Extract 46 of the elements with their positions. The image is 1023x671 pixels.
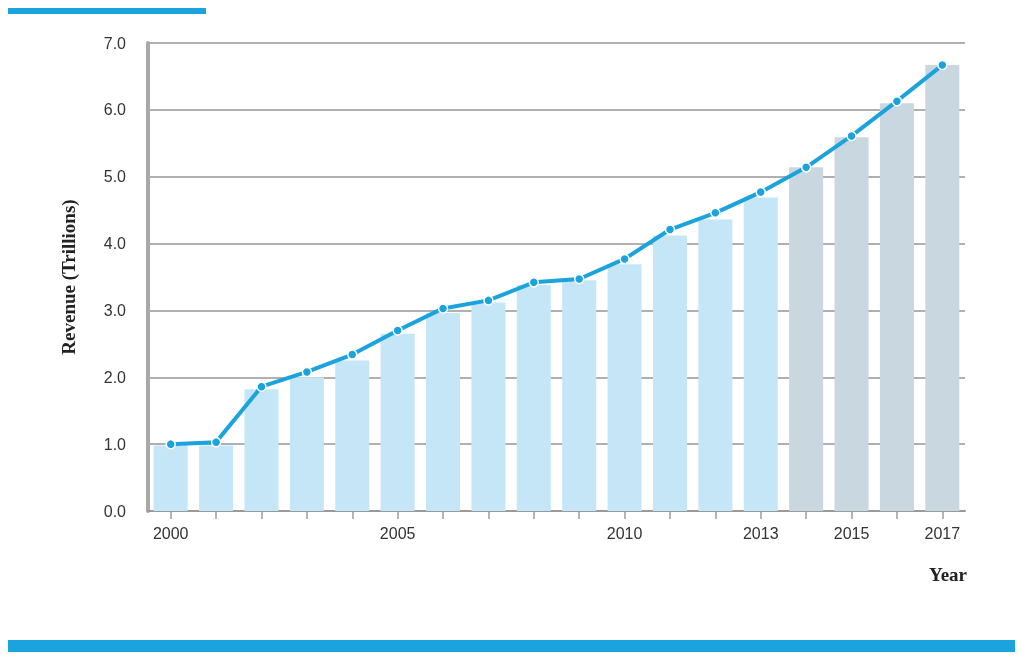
point bbox=[528, 277, 540, 288]
bar bbox=[153, 445, 188, 511]
point bbox=[392, 325, 403, 336]
x-axis-title: Year bbox=[929, 564, 968, 585]
point bbox=[664, 224, 676, 235]
point bbox=[891, 95, 903, 107]
point bbox=[437, 303, 449, 314]
bar bbox=[562, 280, 597, 511]
bar bbox=[516, 285, 551, 511]
point bbox=[846, 130, 857, 142]
point bbox=[800, 162, 812, 173]
bar bbox=[471, 302, 506, 511]
x-tick-label: 2005 bbox=[379, 524, 416, 542]
point bbox=[483, 295, 494, 306]
y-tick-label: 7.0 bbox=[103, 34, 127, 52]
point bbox=[210, 436, 222, 448]
y-tick-label: 6.0 bbox=[103, 101, 127, 119]
bar bbox=[289, 377, 324, 511]
point bbox=[347, 349, 358, 360]
x-tick-label: 2015 bbox=[833, 524, 870, 542]
y-tick-label: 0.0 bbox=[103, 502, 127, 520]
x-tick-label: 2017 bbox=[924, 524, 961, 542]
x-tick-label: 2013 bbox=[742, 524, 779, 542]
bar bbox=[607, 264, 642, 511]
y-tick-label: 2.0 bbox=[103, 368, 127, 386]
y-tick-label: 4.0 bbox=[103, 235, 127, 253]
bar bbox=[380, 333, 415, 511]
point bbox=[619, 253, 630, 265]
bar bbox=[652, 235, 687, 511]
bar bbox=[834, 137, 869, 511]
y-tick-label: 5.0 bbox=[103, 168, 127, 186]
bar bbox=[199, 445, 234, 511]
bar bbox=[335, 360, 370, 511]
x-tick-label: 2000 bbox=[152, 524, 189, 542]
bar bbox=[743, 197, 778, 511]
y-axis-title: Revenue (Trillions) bbox=[58, 199, 80, 355]
bar bbox=[426, 313, 461, 511]
x-tick-label: 2010 bbox=[606, 524, 643, 542]
bar bbox=[879, 103, 914, 511]
bar bbox=[925, 65, 960, 511]
bar bbox=[789, 167, 824, 511]
y-tick-label: 1.0 bbox=[103, 435, 127, 453]
point bbox=[256, 381, 267, 392]
y-tick-label: 3.0 bbox=[103, 301, 127, 319]
bar bbox=[244, 389, 279, 511]
bar bbox=[698, 219, 733, 511]
